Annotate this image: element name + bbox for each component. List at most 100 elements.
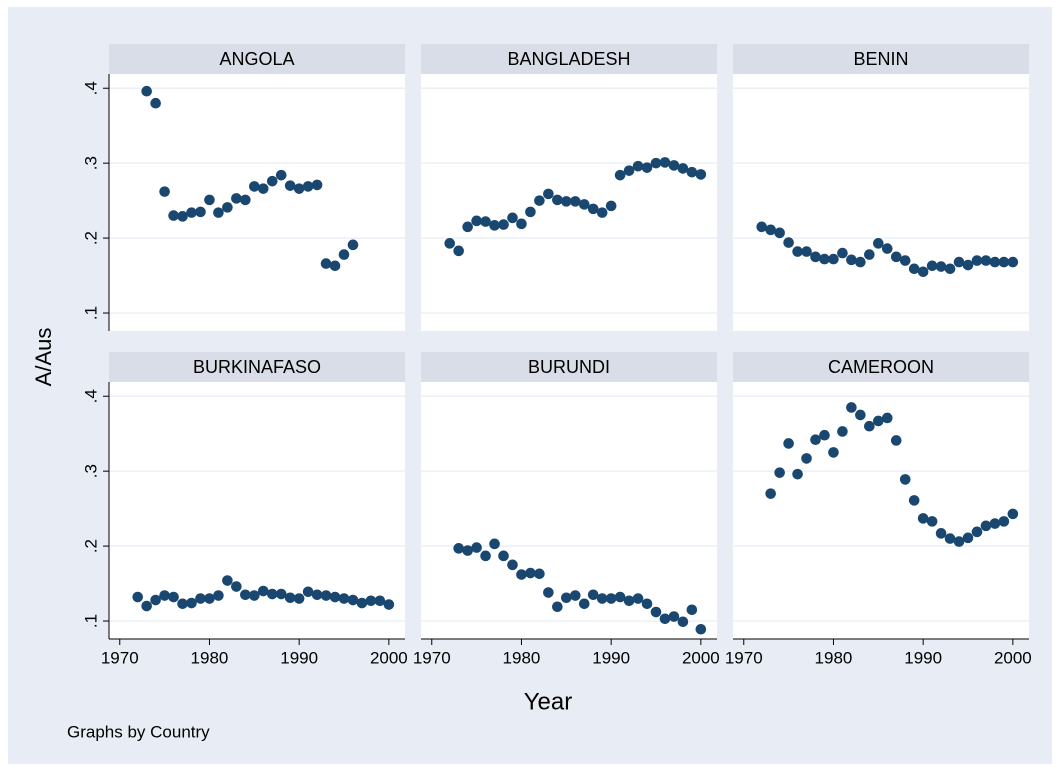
- data-point: [614, 591, 626, 603]
- data-point: [819, 253, 830, 265]
- data-point: [917, 266, 929, 278]
- data-point: [1007, 508, 1019, 520]
- data-point: [801, 246, 812, 257]
- data-point: [552, 194, 563, 206]
- data-point: [686, 604, 698, 616]
- data-point: [774, 467, 785, 478]
- data-point: [552, 601, 563, 613]
- data-point: [329, 260, 341, 272]
- data-point: [881, 412, 893, 424]
- panel-title: BURUNDI: [528, 357, 610, 377]
- data-point: [623, 165, 635, 176]
- data-point: [846, 402, 857, 413]
- data-point: [534, 568, 545, 580]
- data-point: [783, 237, 794, 248]
- data-point: [498, 550, 509, 562]
- data-point: [141, 600, 152, 612]
- y-tick-label: .2: [81, 539, 100, 553]
- data-point: [944, 533, 956, 544]
- panel-title: BANGLADESH: [507, 49, 630, 69]
- data-point: [864, 249, 875, 260]
- data-point: [926, 516, 938, 527]
- data-point: [204, 194, 215, 206]
- data-point: [569, 196, 581, 207]
- data-point: [293, 593, 305, 604]
- data-point: [765, 488, 776, 499]
- data-point: [132, 591, 144, 603]
- data-point: [516, 218, 527, 230]
- y-tick-label: .1: [81, 306, 100, 320]
- data-point: [329, 591, 341, 603]
- data-point: [311, 179, 323, 191]
- data-point: [873, 415, 884, 427]
- data-point: [302, 181, 314, 192]
- data-point: [614, 169, 626, 181]
- data-point: [935, 261, 947, 272]
- data-point: [320, 590, 332, 601]
- strip-background: [421, 352, 717, 382]
- data-point: [837, 247, 848, 259]
- data-point: [177, 598, 188, 610]
- data-point: [453, 245, 464, 257]
- data-point: [917, 513, 929, 524]
- data-point: [356, 597, 368, 609]
- y-tick-label: .4: [81, 81, 100, 95]
- data-point: [846, 254, 857, 266]
- data-point: [534, 195, 545, 206]
- strip-background: [109, 44, 405, 74]
- data-point: [659, 157, 671, 168]
- x-tick-label: 1970: [725, 648, 763, 667]
- strip-background: [421, 44, 717, 74]
- data-point: [953, 536, 965, 547]
- data-point: [810, 434, 821, 445]
- data-point: [240, 194, 251, 206]
- data-point: [686, 166, 698, 178]
- data-point: [962, 259, 974, 271]
- x-tick-label: 1980: [191, 648, 229, 667]
- data-point: [266, 175, 278, 187]
- data-point: [213, 207, 224, 218]
- x-axis-title: Year: [524, 688, 573, 715]
- data-point: [365, 595, 377, 607]
- data-point: [926, 260, 938, 272]
- data-point: [159, 186, 170, 197]
- data-point: [632, 160, 644, 172]
- data-point: [195, 206, 206, 218]
- x-tick-label: 2000: [370, 648, 408, 667]
- data-point: [855, 256, 866, 268]
- data-point: [837, 426, 848, 437]
- data-point: [890, 251, 902, 263]
- data-point: [578, 598, 590, 610]
- data-point: [257, 183, 269, 194]
- data-point: [864, 420, 875, 432]
- data-point: [650, 157, 662, 169]
- data-point: [471, 215, 482, 227]
- data-point: [507, 212, 518, 224]
- data-point: [489, 538, 500, 550]
- data-point: [150, 97, 161, 109]
- data-point: [507, 559, 518, 571]
- data-point: [525, 567, 536, 579]
- data-point: [650, 606, 662, 618]
- data-point: [186, 207, 197, 218]
- data-point: [632, 593, 644, 604]
- data-point: [605, 593, 617, 604]
- data-point: [471, 542, 482, 553]
- data-point: [980, 520, 992, 532]
- data-point: [480, 550, 491, 562]
- data-point: [935, 528, 947, 539]
- data-point: [543, 188, 554, 200]
- data-point: [168, 591, 179, 603]
- data-point: [231, 193, 242, 204]
- data-point: [944, 263, 956, 275]
- data-point: [231, 581, 242, 592]
- data-point: [453, 543, 464, 554]
- data-point: [249, 181, 260, 192]
- data-point: [765, 224, 776, 236]
- data-point: [338, 593, 350, 604]
- data-point: [908, 263, 920, 275]
- y-tick-label: .3: [81, 464, 100, 478]
- data-point: [855, 409, 866, 421]
- panel-title: BENIN: [853, 49, 908, 69]
